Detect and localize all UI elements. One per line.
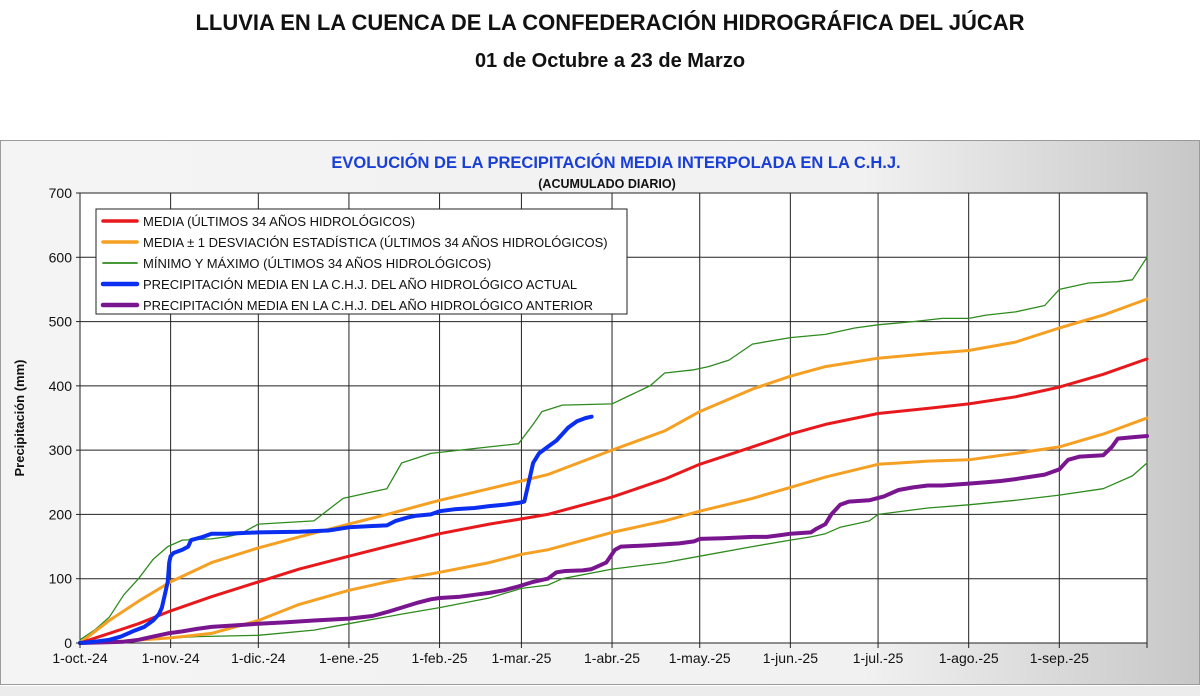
page-title: LLUVIA EN LA CUENCA DE LA CONFEDERACIÓN … [195, 10, 1025, 35]
y-tick-label: 300 [49, 442, 73, 458]
y-tick-label: 0 [64, 635, 72, 651]
series-layer [78, 256, 1149, 645]
series-line-desviacion [78, 416, 1149, 645]
chart-frame: EVOLUCIÓN DE LA PRECIPITACIÓN MEDIA INTE… [0, 140, 1200, 685]
y-tick-label: 200 [49, 506, 73, 522]
y-tick-label: 600 [49, 249, 73, 265]
x-tick-label: 1-jul.-25 [853, 650, 904, 666]
x-tick-label: 1-ene.-25 [319, 650, 379, 666]
x-tick-label: 1-ago.-25 [939, 650, 999, 666]
series-line-minmax [79, 462, 1148, 644]
x-tick-label: 1-abr.-25 [584, 650, 640, 666]
series-line-minmax [79, 256, 1148, 641]
legend-label: PRECIPITACIÓN MEDIA EN LA C.H.J. DEL AÑO… [143, 277, 577, 292]
y-tick-label: 400 [49, 378, 73, 394]
x-tick-label: 1-sep.-25 [1030, 650, 1089, 666]
series-line-anterior [78, 434, 1149, 645]
axes: 0 100 200 300 400 500 600 700 1-oct.-24 1-nov.-24… [49, 185, 1148, 666]
legend: MEDIA (ÚLTIMOS 34 AÑOS HIDROLÓGICOS) MEDI… [95, 208, 628, 315]
x-tick-label: 1-jun.-25 [763, 650, 818, 666]
y-tick-label: 500 [49, 314, 73, 330]
legend-label: MÍNIMO Y MÁXIMO (ÚLTIMOS 34 AÑOS HIDROLÓ… [143, 256, 491, 271]
series-line-actual [78, 414, 594, 645]
y-axis-label: Precipitación (mm) [12, 359, 27, 476]
chart-title: EVOLUCIÓN DE LA PRECIPITACIÓN MEDIA INTE… [331, 153, 900, 172]
series-line-desviacion [78, 297, 1149, 645]
x-tick-label: 1-mar.-25 [491, 650, 551, 666]
series-line-media [78, 357, 1149, 645]
y-tick-label: 100 [49, 571, 73, 587]
bottom-strip [0, 686, 1200, 696]
x-tick-label: 1-may.-25 [669, 650, 731, 666]
legend-label: MEDIA (ÚLTIMOS 34 AÑOS HIDROLÓGICOS) [143, 214, 415, 229]
x-tick-label: 1-dic.-24 [231, 650, 286, 666]
page-subtitle: 01 de Octubre a 23 de Marzo [474, 50, 746, 72]
x-tick-label: 1-nov.-24 [142, 650, 200, 666]
x-tick-label: 1-feb.-25 [412, 650, 468, 666]
legend-label: PRECIPITACIÓN MEDIA EN LA C.H.J. DEL AÑO… [143, 298, 593, 313]
legend-label: MEDIA ± 1 DESVIACIÓN ESTADÍSTICA (ÚLTIMO… [143, 235, 608, 250]
precipitation-chart: EVOLUCIÓN DE LA PRECIPITACIÓN MEDIA INTE… [1, 141, 1199, 684]
x-tick-label: 1-oct.-24 [52, 650, 107, 666]
legend-box [95, 208, 628, 315]
chart-subtitle: (ACUMULADO DIARIO) [538, 177, 675, 191]
y-tick-label: 700 [49, 185, 73, 201]
